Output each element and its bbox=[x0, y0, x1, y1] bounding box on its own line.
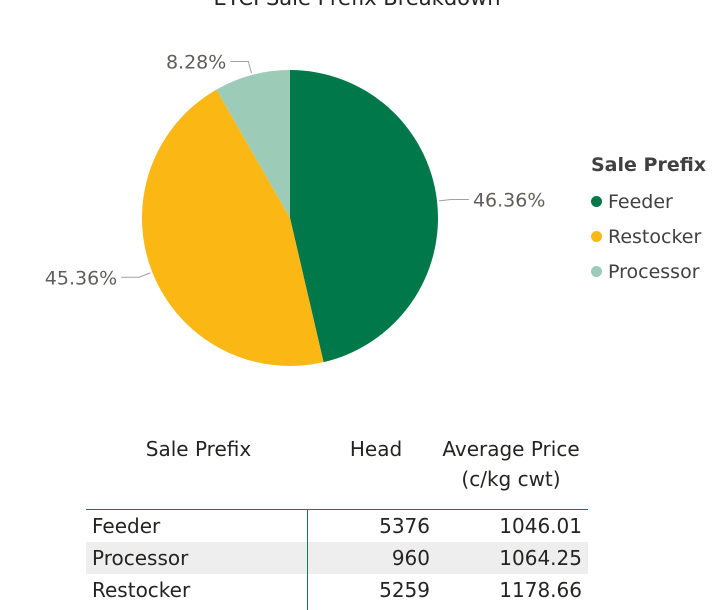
legend-item-processor[interactable]: Processor bbox=[591, 254, 706, 289]
chart-title: EYCI Sale Prefix Breakdown bbox=[0, 0, 714, 10]
column-header-sale-prefix[interactable]: Sale Prefix bbox=[145, 437, 252, 461]
cell-prefix: Restocker bbox=[92, 578, 191, 602]
leader-line bbox=[438, 199, 469, 202]
table-row[interactable]: Feeder 5376 1046.01 bbox=[86, 510, 588, 542]
leader-line bbox=[230, 60, 252, 74]
cell-head: 5259 bbox=[379, 578, 430, 602]
legend-label: Feeder bbox=[608, 190, 673, 213]
cell-price: 1178.66 bbox=[499, 578, 582, 602]
pie-slice-restocker[interactable] bbox=[142, 89, 324, 366]
legend-marker bbox=[591, 196, 602, 207]
column-header-average-price[interactable]: Average Price (c/kg cwt) bbox=[436, 434, 586, 494]
legend-marker bbox=[591, 266, 602, 277]
legend-item-restocker[interactable]: Restocker bbox=[591, 219, 706, 254]
cell-prefix: Processor bbox=[92, 546, 189, 570]
table-row[interactable]: Processor 960 1064.25 bbox=[86, 542, 588, 574]
cell-price: 1046.01 bbox=[499, 514, 582, 538]
legend-label: Restocker bbox=[608, 225, 702, 248]
table-row[interactable]: Restocker 5259 1178.66 bbox=[86, 574, 588, 606]
legend-label: Processor bbox=[608, 260, 700, 283]
legend-title: Sale Prefix bbox=[591, 154, 707, 176]
legend: Sale Prefix Feeder Restocker Processor bbox=[591, 154, 706, 289]
data-label-feeder: 46.36% bbox=[473, 190, 545, 212]
leader-line bbox=[121, 272, 151, 278]
column-header-head[interactable]: Head bbox=[349, 437, 403, 461]
legend-item-feeder[interactable]: Feeder bbox=[591, 184, 706, 219]
cell-price: 1064.25 bbox=[499, 546, 582, 570]
pie-slice-processor[interactable] bbox=[216, 70, 290, 218]
header-line: Average Price bbox=[442, 437, 580, 461]
data-label-processor: 8.28% bbox=[166, 51, 226, 73]
header-line: (c/kg cwt) bbox=[461, 467, 561, 491]
legend-marker bbox=[591, 231, 602, 242]
table-header: Sale Prefix Head Average Price (c/kg cwt… bbox=[86, 434, 588, 510]
cell-head: 960 bbox=[391, 546, 430, 570]
sale-prefix-table: Sale Prefix Head Average Price (c/kg cwt… bbox=[86, 434, 588, 610]
data-label-restocker: 45.36% bbox=[45, 267, 117, 289]
column-divider bbox=[307, 510, 308, 610]
pie-slice-feeder[interactable] bbox=[290, 70, 438, 363]
cell-prefix: Feeder bbox=[92, 514, 161, 538]
cell-head: 5376 bbox=[379, 514, 430, 538]
